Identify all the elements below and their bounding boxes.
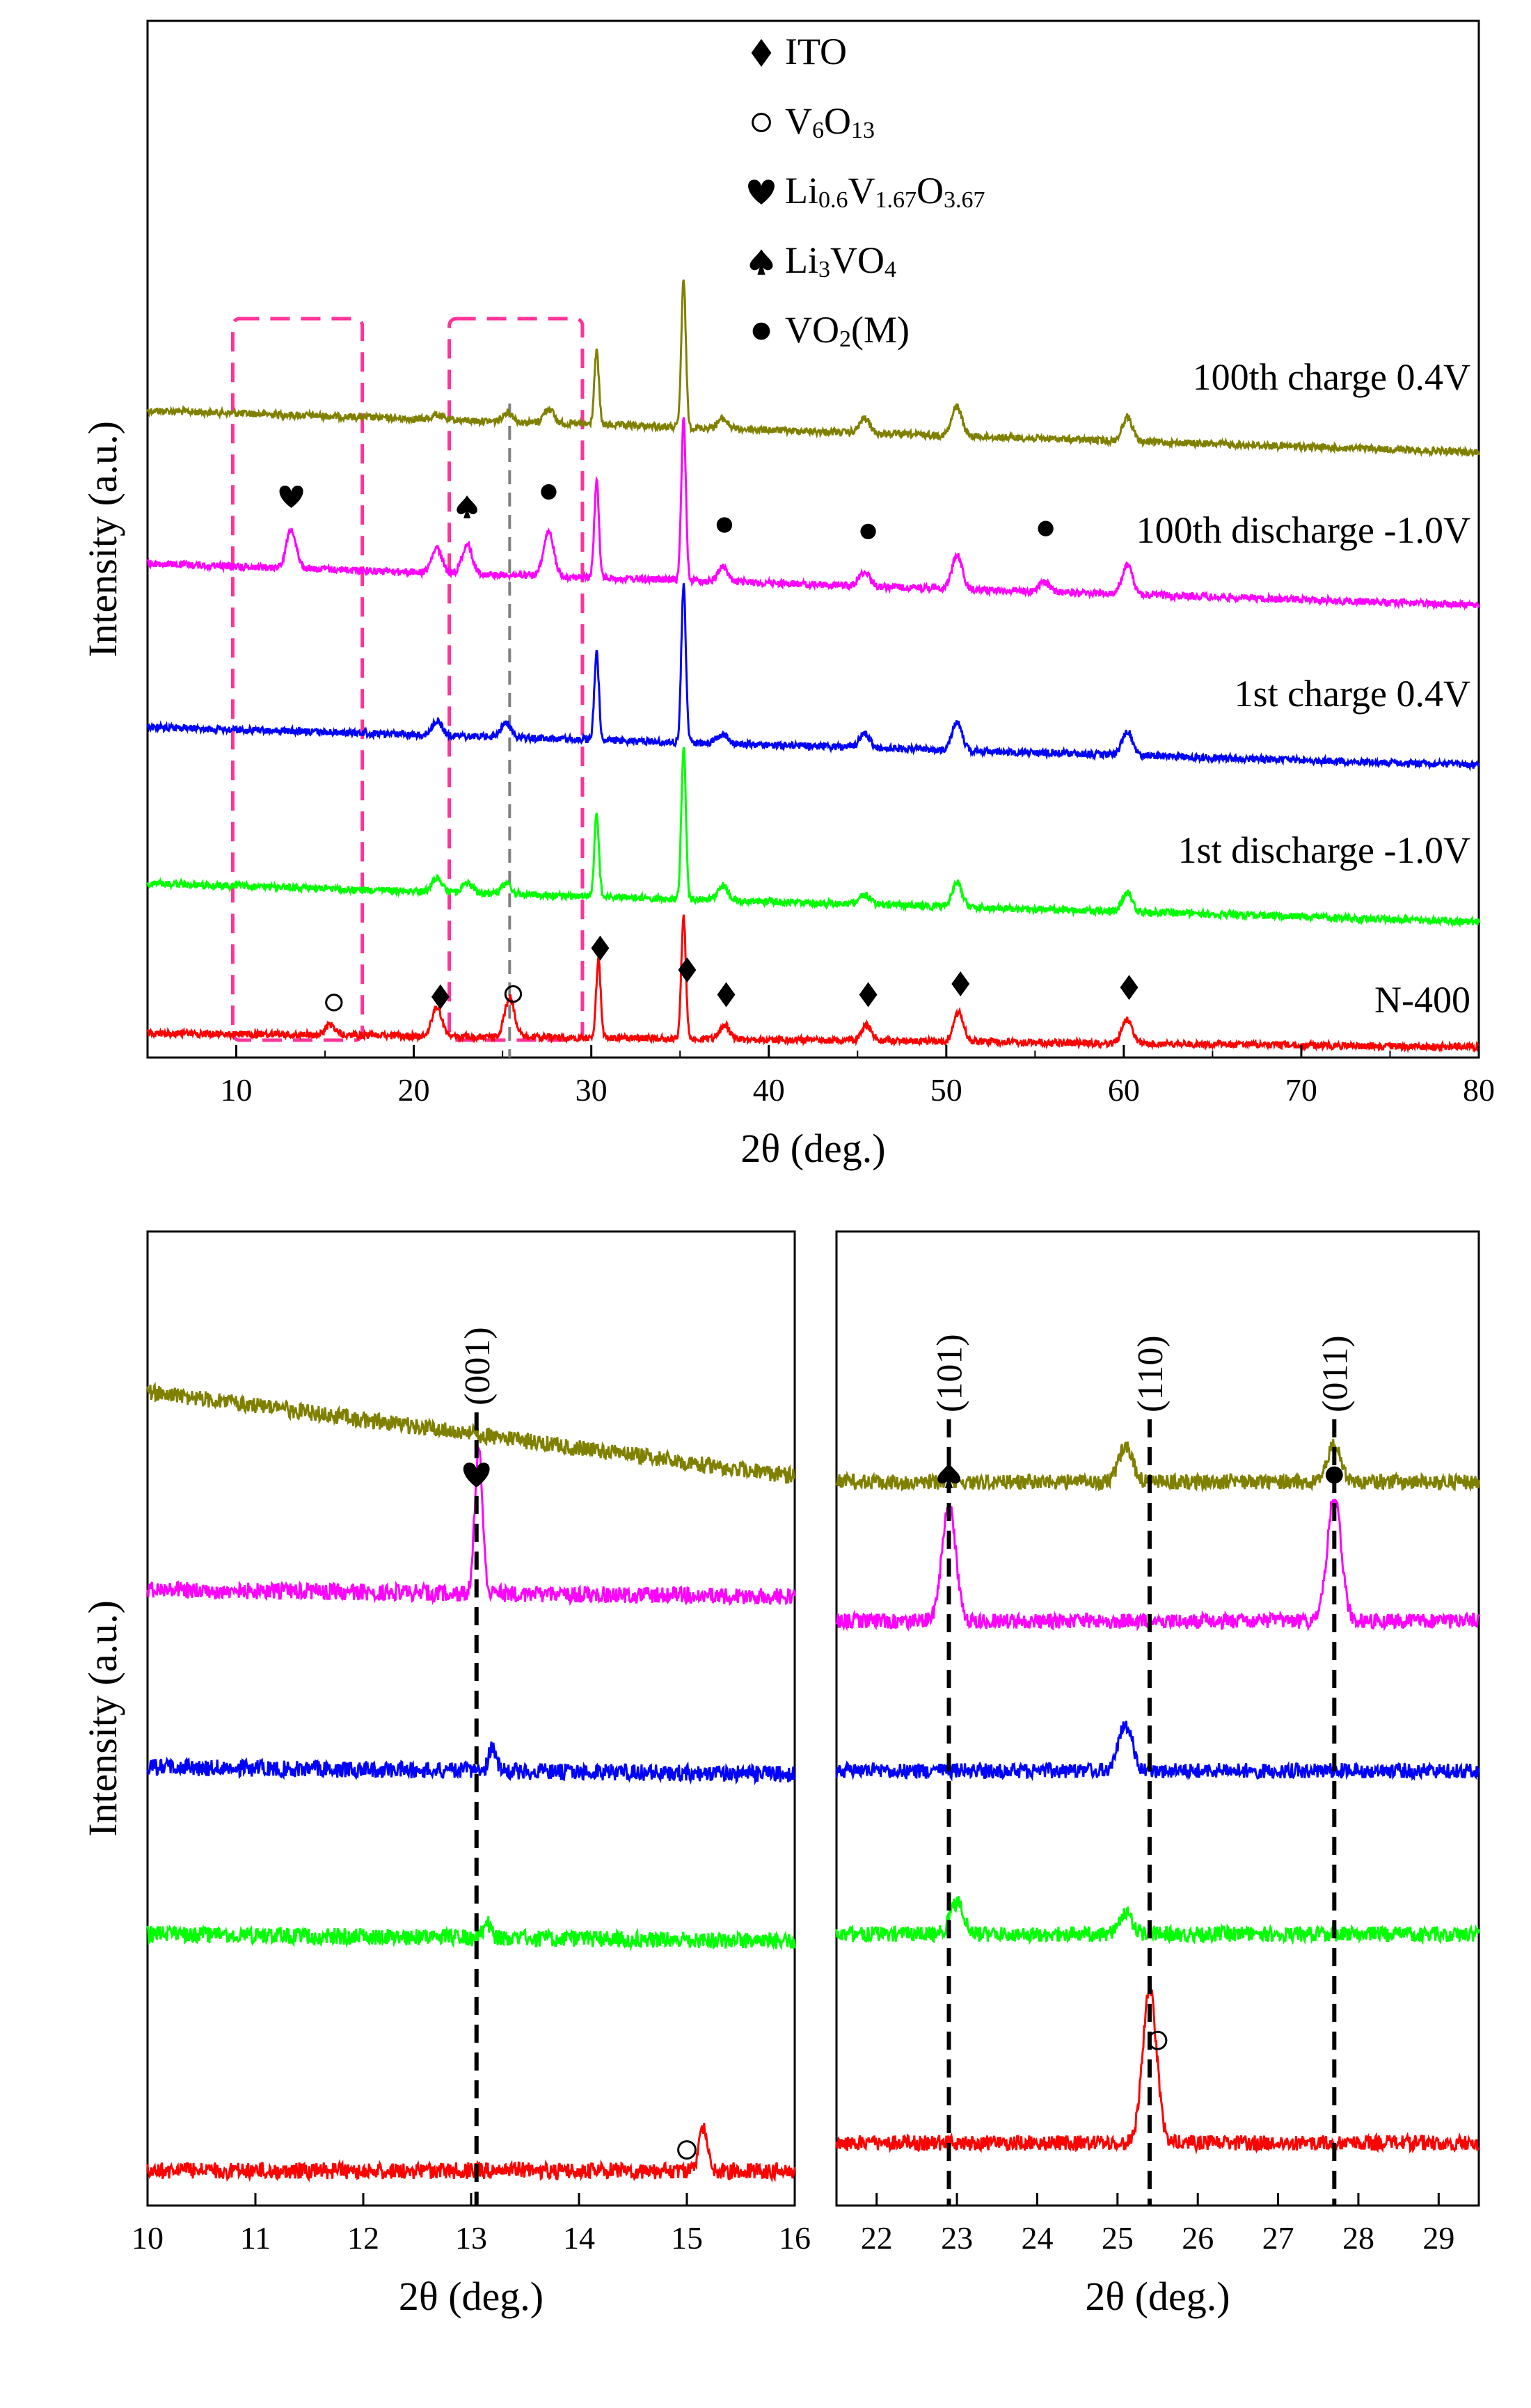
plot-frame (146, 19, 1480, 1059)
series-line (835, 1439, 1480, 1493)
legend-label: Li0.6V1.67O3.67 (785, 170, 985, 213)
x-axis-label: 2θ (deg.) (399, 2274, 544, 2319)
x-tick-label: 10 (221, 1072, 253, 1108)
series-line (835, 1896, 1480, 1945)
spade-marker (457, 495, 477, 518)
diamond-marker (951, 971, 970, 997)
circle-open-marker (752, 113, 771, 132)
x-axis-label: 2θ (deg.) (740, 1126, 885, 1171)
diamond-marker (431, 984, 450, 1010)
series-line (146, 417, 1480, 611)
hkl-label: (110) (1131, 1335, 1171, 1412)
circle-open-marker (325, 994, 343, 1012)
x-tick-label: 27 (1262, 2220, 1294, 2256)
legend-label: V6O13 (785, 100, 875, 143)
x-tick-label: 13 (455, 2220, 487, 2256)
x-tick-label: 70 (1285, 1072, 1317, 1108)
x-tick-label: 16 (779, 2220, 811, 2256)
series-label: 100th discharge -1.0V (1136, 509, 1470, 551)
heart-marker (463, 1462, 490, 1488)
zoom-10-16-chart: (001) 10 11 12 13 14 15 16 2θ (deg.) Intensity (a… (80, 1230, 811, 2319)
series-line (146, 2123, 796, 2183)
series-line (146, 1741, 796, 1785)
hkl-label: (011) (1315, 1335, 1355, 1412)
diamond-marker (1120, 975, 1139, 1000)
series-line (146, 1381, 795, 1484)
x-tick-label: 22 (861, 2220, 893, 2256)
dot-marker (1038, 520, 1054, 536)
x-tick-label: 23 (941, 2220, 973, 2256)
legend-label: VO2(M) (785, 309, 910, 352)
series-line (146, 1915, 796, 1952)
diamond-marker (678, 957, 697, 983)
series-label: 1st discharge -1.0V (1178, 829, 1470, 871)
plot-frame (835, 1230, 1480, 2207)
dot-marker (1325, 1466, 1343, 1484)
hkl-label: (001) (458, 1327, 498, 1405)
series-line (146, 747, 1480, 928)
dot-marker (752, 322, 770, 340)
x-axis-label: 2θ (deg.) (1085, 2274, 1230, 2319)
x-tick-label: 11 (240, 2220, 271, 2256)
spade-marker (937, 1462, 960, 1488)
heart-marker (279, 486, 303, 508)
heart-marker (748, 180, 775, 205)
circle-open-marker (677, 2140, 697, 2160)
x-tick-label: 80 (1463, 1072, 1495, 1108)
highlight-box (447, 317, 585, 1042)
series-label: 1st charge 0.4V (1235, 673, 1470, 715)
legend-label: ITO (785, 31, 847, 72)
x-tick-label: 29 (1422, 2220, 1454, 2256)
legend-label: Li3VO4 (785, 239, 896, 282)
series-label: N-400 (1374, 979, 1470, 1021)
series-line (835, 1721, 1480, 1782)
y-axis-label: Intensity (a.u.) (80, 421, 125, 657)
x-tick-label: 24 (1021, 2220, 1053, 2256)
x-tick-label: 60 (1108, 1072, 1140, 1108)
spade-marker (749, 249, 773, 275)
dot-marker (541, 484, 557, 500)
x-tick-label: 14 (563, 2220, 595, 2256)
series-line (146, 279, 1480, 458)
x-tick-label: 25 (1102, 2220, 1134, 2256)
x-tick-label: 40 (753, 1072, 785, 1108)
x-tick-label: 26 (1182, 2220, 1214, 2256)
x-tick-label: 20 (398, 1072, 430, 1108)
diamond-marker (717, 982, 736, 1007)
x-tick-label: 12 (347, 2220, 379, 2256)
circle-open-marker (504, 985, 523, 1003)
series-line (146, 914, 1480, 1053)
diamond-marker (591, 935, 610, 961)
diamond-marker (859, 982, 878, 1007)
highlight-box (230, 317, 365, 1042)
series-label: 100th charge 0.4V (1193, 356, 1470, 398)
hkl-label: (101) (930, 1334, 970, 1412)
dot-marker (860, 523, 876, 540)
series-line (835, 1985, 1480, 2155)
diamond-marker (751, 39, 772, 67)
y-axis-label: Intensity (a.u.) (80, 1600, 125, 1837)
x-tick-label: 30 (576, 1072, 608, 1108)
zoom-21-29-chart: (101) (110) (011) 22 23 24 25 26 27 28 29 2θ (deg.) (835, 1230, 1480, 2319)
series-line (835, 1498, 1480, 1632)
series-line (146, 1446, 796, 1606)
dot-marker (716, 517, 733, 533)
series-line (146, 583, 1480, 772)
x-tick-label: 50 (930, 1072, 962, 1108)
x-tick-label: 15 (671, 2220, 703, 2256)
x-tick-label: 10 (132, 2220, 164, 2256)
x-tick-label: 28 (1342, 2220, 1374, 2256)
overview-xrd-chart: 100th charge 0.4V 100th discharge -1.0V 1s… (80, 19, 1495, 1171)
